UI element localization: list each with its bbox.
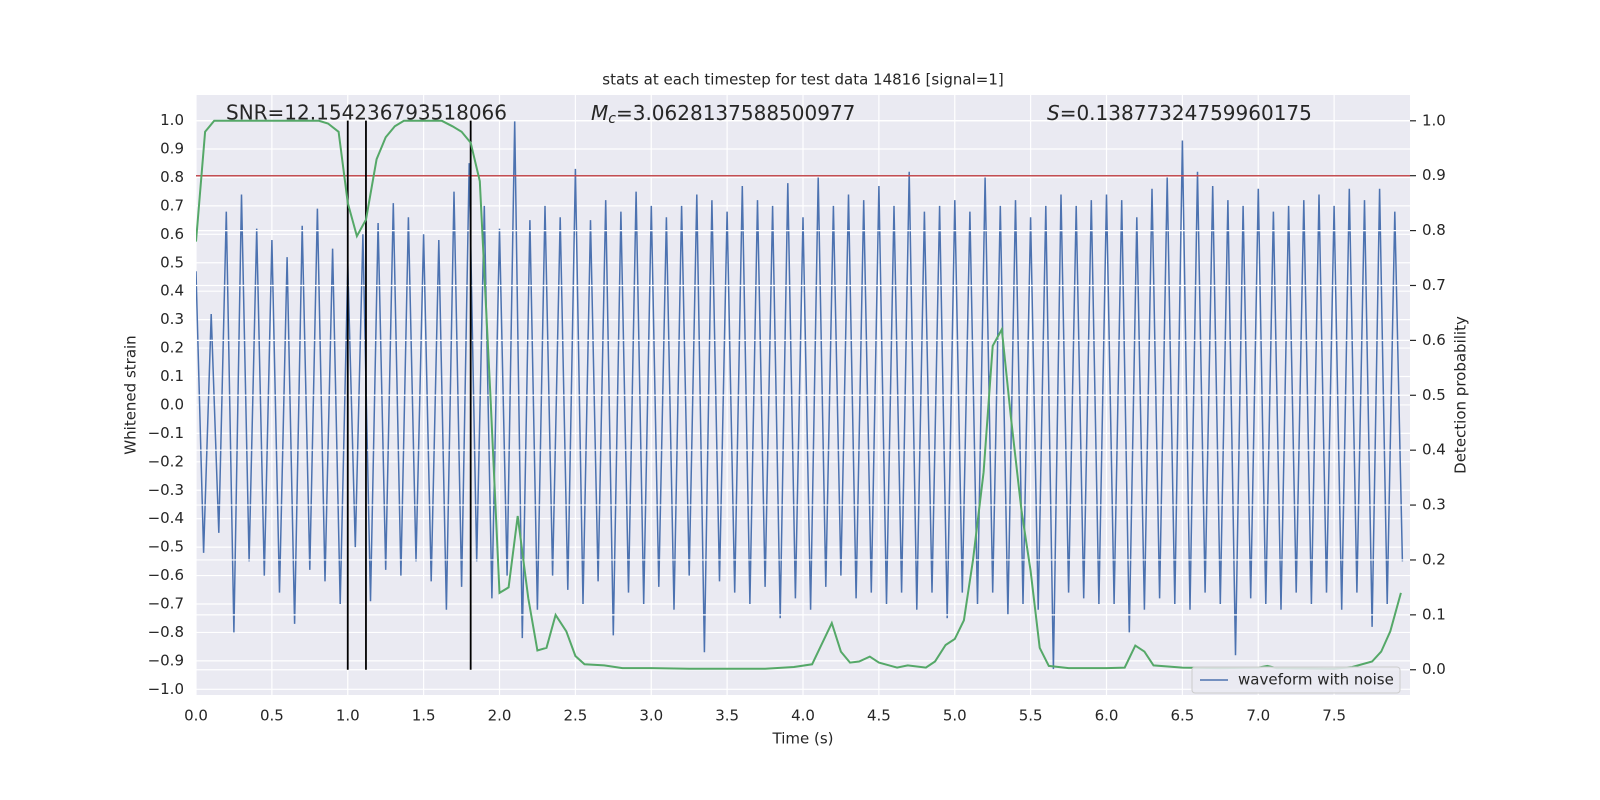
y-tick-label: 0.7 bbox=[160, 196, 184, 214]
annotation: Mc=3.0628137588500977 bbox=[591, 101, 855, 128]
y2-tick-label: 0.9 bbox=[1422, 166, 1446, 184]
legend-label: waveform with noise bbox=[1238, 671, 1394, 689]
x-tick-label: 1.5 bbox=[412, 707, 436, 725]
y-tick-label: −0.5 bbox=[148, 538, 184, 556]
x-tick-label: 3.0 bbox=[639, 707, 663, 725]
y2-tick-label: 0.4 bbox=[1422, 441, 1446, 459]
x-axis-label: Time (s) bbox=[772, 730, 834, 748]
y-axis-label: Whitened strain bbox=[122, 335, 140, 454]
legend-box bbox=[1191, 666, 1401, 694]
y2-tick-label: 0.8 bbox=[1422, 221, 1446, 239]
y-tick-label: 0.0 bbox=[160, 395, 184, 413]
annotation-text: =0.13877324759960175 bbox=[1060, 101, 1312, 125]
annotation-symbol: M bbox=[591, 101, 608, 125]
series-line bbox=[196, 119, 1402, 670]
annotation: SNR=12.154236793518066 bbox=[226, 101, 507, 125]
y2-tick-label: 0.6 bbox=[1422, 331, 1446, 349]
y-tick-label: −0.3 bbox=[148, 481, 184, 499]
y-tick-label: −0.9 bbox=[148, 651, 184, 669]
y2-tick-label: 0.7 bbox=[1422, 276, 1446, 294]
x-tick-label: 0.5 bbox=[260, 707, 284, 725]
x-tick-label: 2.5 bbox=[563, 707, 587, 725]
series-line bbox=[196, 120, 1404, 670]
y-tick-label: −0.2 bbox=[148, 452, 184, 470]
marks-layer bbox=[196, 119, 1410, 671]
y-tick-label: 1.0 bbox=[160, 111, 184, 129]
x-tick-label: 5.0 bbox=[943, 707, 967, 725]
chart-title: stats at each timestep for test data 148… bbox=[602, 71, 1003, 89]
x-tick-label: 7.0 bbox=[1246, 707, 1270, 725]
y-tick-label: 0.6 bbox=[160, 225, 184, 243]
y2-tick-label: 0.2 bbox=[1422, 550, 1446, 568]
x-tick-label: 4.0 bbox=[791, 707, 815, 725]
y-tick-label: −0.8 bbox=[148, 623, 184, 641]
x-tick-label: 6.5 bbox=[1170, 707, 1194, 725]
x-tick-label: 0.0 bbox=[184, 707, 208, 725]
x-tick-label: 5.5 bbox=[1019, 707, 1043, 725]
y2-tick-label: 0.0 bbox=[1422, 660, 1446, 678]
y2-tick-label: 0.1 bbox=[1422, 605, 1446, 623]
x-tick-label: 4.5 bbox=[867, 707, 891, 725]
y2-axis-label: Detection probability bbox=[1452, 316, 1470, 474]
annotation-subscript: c bbox=[608, 111, 616, 127]
y-tick-label: −1.0 bbox=[148, 680, 184, 698]
y-tick-label: 0.1 bbox=[160, 367, 184, 385]
overlay-layer: 0.0 0.5 1.0 1.5 2.0 2.5 3.0 3.5 4.0 4.5 5.0 5.5 6.0 6… bbox=[148, 111, 1446, 724]
y-tick-label: 0.3 bbox=[160, 310, 184, 328]
y2-tick-label: 0.5 bbox=[1422, 386, 1446, 404]
y2-tick-label: 1.0 bbox=[1422, 111, 1446, 129]
x-tick-label: 6.0 bbox=[1095, 707, 1119, 725]
annotation-symbol: S bbox=[1047, 101, 1060, 125]
annotation-text: =3.0628137588500977 bbox=[616, 101, 855, 125]
y-tick-label: −0.4 bbox=[148, 509, 184, 527]
y2-tick-label: 0.3 bbox=[1422, 496, 1446, 514]
y-tick-label: 0.5 bbox=[160, 253, 184, 271]
x-tick-label: 1.0 bbox=[336, 707, 360, 725]
y-tick-label: 0.4 bbox=[160, 282, 184, 300]
x-tick-label: 7.5 bbox=[1322, 707, 1346, 725]
annotation: S=0.13877324759960175 bbox=[1047, 101, 1312, 125]
x-tick-label: 3.5 bbox=[715, 707, 739, 725]
y-tick-label: −0.6 bbox=[148, 566, 184, 584]
y-tick-label: 0.8 bbox=[160, 168, 184, 186]
x-tick-label: 2.0 bbox=[488, 707, 512, 725]
y-tick-label: 0.9 bbox=[160, 140, 184, 158]
y-tick-label: −0.1 bbox=[148, 424, 184, 442]
y-tick-label: 0.2 bbox=[160, 339, 184, 357]
y-tick-label: −0.7 bbox=[148, 595, 184, 613]
